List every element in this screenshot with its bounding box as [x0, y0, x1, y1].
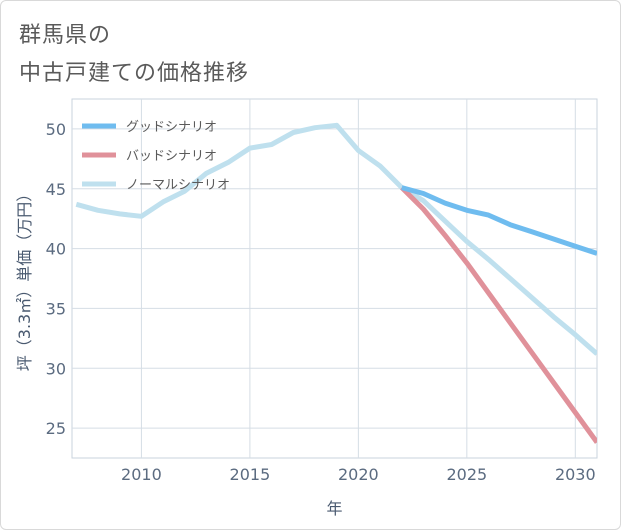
series-group	[75, 122, 597, 444]
series-line-bad	[400, 185, 597, 444]
x-axis-label: 年	[326, 499, 342, 518]
legend-item[interactable]: グッドシナリオ	[82, 120, 217, 135]
plot-frame	[71, 98, 598, 459]
grid	[71, 98, 598, 459]
x-tick-label: 2030	[555, 465, 596, 484]
series-line-good	[401, 185, 597, 256]
x-tick-label: 2025	[446, 465, 487, 484]
legend-item[interactable]: バッドシナリオ	[82, 149, 217, 164]
y-tick-label: 45	[46, 180, 66, 199]
y-tick-label: 25	[46, 419, 66, 438]
legend-label: グッドシナリオ	[126, 120, 217, 135]
axes: 25 30 35 40 45 50 2010 2015 2020 2025 2030 年 坪（3.3㎡）…	[15, 120, 596, 518]
y-tick-label: 30	[46, 359, 66, 378]
x-tick-label: 2020	[338, 465, 379, 484]
y-tick-label: 40	[46, 240, 66, 259]
legend-label: バッドシナリオ	[126, 149, 217, 164]
legend-item[interactable]: ノーマルシナリオ	[82, 178, 230, 193]
chart-title-line2: 中古戸建ての価格推移	[19, 61, 250, 86]
x-tick-label: 2015	[230, 465, 271, 484]
series-line-normal	[75, 122, 597, 356]
legend-label: ノーマルシナリオ	[126, 178, 230, 193]
y-tick-label: 35	[46, 299, 66, 318]
y-tick-label: 50	[46, 120, 66, 139]
x-tick-label: 2010	[121, 465, 162, 484]
y-axis-label: 坪（3.3㎡）単価（万円）	[15, 186, 34, 371]
chart-title-line1: 群馬県の	[19, 23, 112, 48]
